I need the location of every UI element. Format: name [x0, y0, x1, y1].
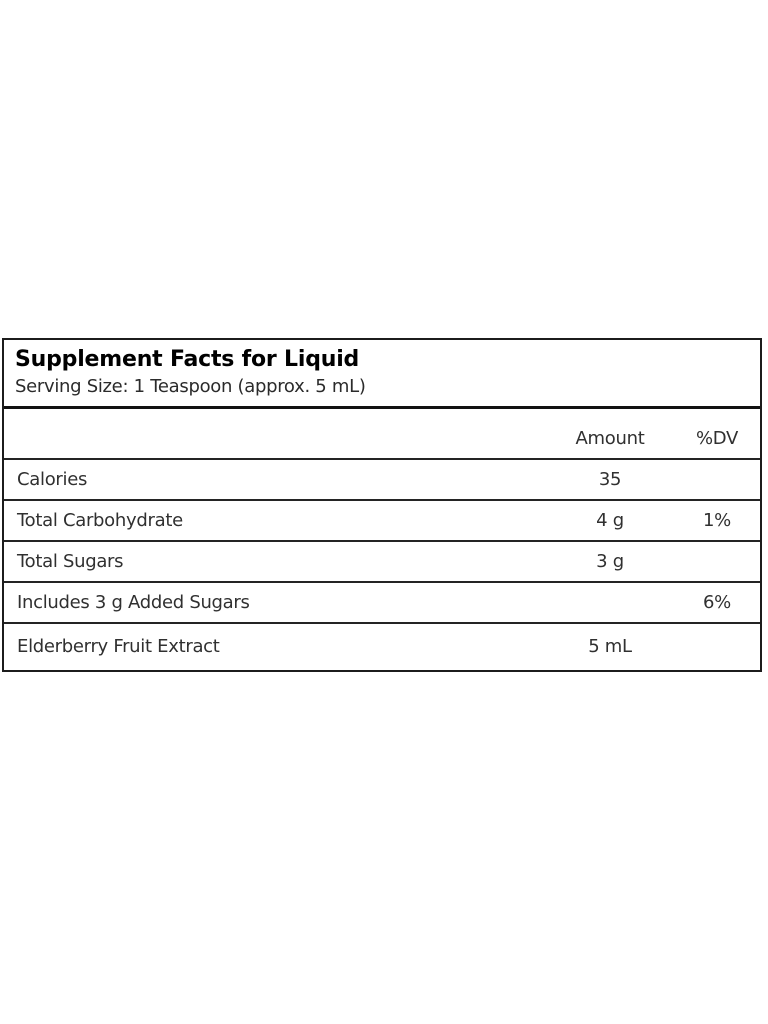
serving-size-text: Serving Size: 1 Teaspoon (approx. 5 mL) — [15, 376, 366, 398]
supplement-facts-panel: Supplement Facts for Liquid Serving Size… — [2, 338, 762, 672]
table-row: Calories 35 — [4, 460, 760, 501]
column-header-dv: %DV — [695, 427, 739, 449]
table-row: Total Sugars 3 g — [4, 542, 760, 583]
nutrient-label: Elderberry Fruit Extract — [17, 636, 220, 658]
nutrient-amount: 4 g — [596, 509, 624, 531]
nutrient-label: Total Sugars — [17, 550, 124, 572]
panel-header: Supplement Facts for Liquid Serving Size… — [4, 340, 760, 409]
nutrient-label: Calories — [17, 468, 88, 490]
nutrient-amount: 3 g — [596, 550, 624, 572]
nutrient-label: Includes 3 g Added Sugars — [17, 591, 250, 613]
table-row: Includes 3 g Added Sugars 6% — [4, 583, 760, 624]
panel-title: Supplement Facts for Liquid — [15, 347, 360, 372]
nutrient-dv: 1% — [703, 509, 731, 531]
column-header-row: Amount %DV — [4, 409, 760, 460]
table-row: Elderberry Fruit Extract 5 mL — [4, 624, 760, 670]
column-header-amount: Amount — [575, 427, 645, 449]
nutrient-amount: 5 mL — [588, 636, 632, 658]
nutrient-amount: 35 — [598, 468, 622, 490]
nutrient-dv: 6% — [703, 591, 731, 613]
nutrient-label: Total Carbohydrate — [17, 509, 183, 531]
table-row: Total Carbohydrate 4 g 1% — [4, 501, 760, 542]
